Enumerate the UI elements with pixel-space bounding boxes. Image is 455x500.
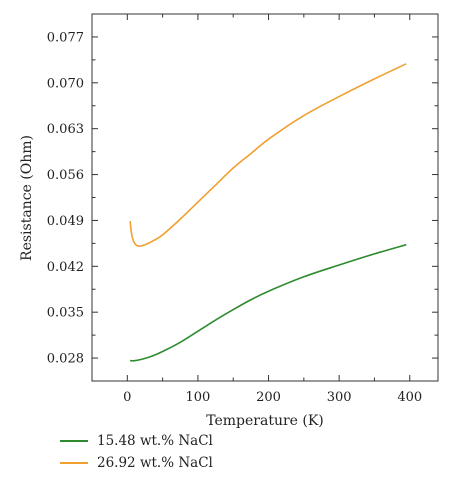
x-tick-label: 100 xyxy=(186,390,211,405)
x-tick-label: 300 xyxy=(327,390,352,405)
y-tick-label: 0.049 xyxy=(47,214,84,229)
x-axis-ticks: 0 100 200 300 400 xyxy=(91,14,422,405)
y-tick-label: 0.028 xyxy=(47,352,84,367)
series-line-1 xyxy=(130,243,407,362)
plot-frame xyxy=(91,13,439,382)
series-layer xyxy=(129,63,407,362)
y-tick-label: 0.077 xyxy=(47,30,84,45)
legend-label: 26.92 wt.% NaCl xyxy=(97,455,213,471)
y-tick-label: 0.042 xyxy=(47,260,84,275)
legend-swatch-green xyxy=(60,440,88,442)
x-tick-label: 200 xyxy=(256,390,281,405)
legend-item-26-92: 26.92 wt.% NaCl xyxy=(60,452,440,474)
x-tick-label: 0 xyxy=(123,390,131,405)
y-tick-label: 0.070 xyxy=(47,76,84,91)
legend: 15.48 wt.% NaCl 26.92 wt.% NaCl xyxy=(60,430,440,474)
line-chart: 0.028 0.035 0.042 0.049 0.056 0.063 0.070 0.077… xyxy=(19,13,439,429)
series-line-2 xyxy=(129,63,407,247)
x-tick-label: 400 xyxy=(397,390,422,405)
legend-swatch-orange xyxy=(60,462,88,464)
y-tick-label: 0.056 xyxy=(47,168,84,183)
x-axis-title: Temperature (K) xyxy=(206,413,324,429)
legend-label: 15.48 wt.% NaCl xyxy=(97,433,213,449)
y-axis-title: Resistance (Ohm) xyxy=(19,135,35,261)
y-tick-label: 0.035 xyxy=(47,306,84,321)
legend-item-15-48: 15.48 wt.% NaCl xyxy=(60,430,440,452)
y-axis-ticks: 0.028 0.035 0.042 0.049 0.056 0.063 0.070 0.077 xyxy=(47,13,438,382)
y-tick-label: 0.063 xyxy=(47,122,84,137)
